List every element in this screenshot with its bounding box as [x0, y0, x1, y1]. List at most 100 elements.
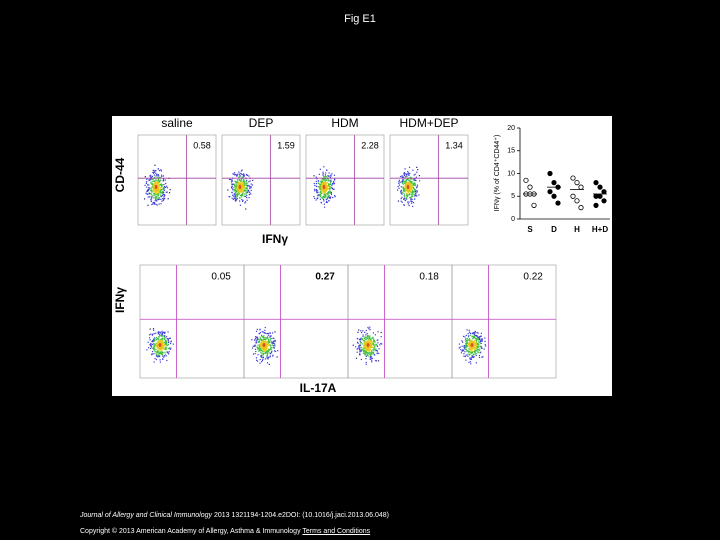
event-dot	[262, 351, 264, 353]
event-dot	[267, 352, 269, 354]
event-dot	[471, 335, 473, 337]
event-dot	[161, 339, 163, 341]
event-dot	[326, 179, 328, 181]
event-dot	[273, 340, 275, 342]
event-dot	[157, 195, 159, 197]
event-dot	[165, 342, 167, 345]
event-dot	[411, 189, 413, 191]
event-dot	[153, 361, 155, 363]
event-dot	[325, 190, 327, 192]
event-dot	[246, 183, 248, 185]
event-dot	[146, 181, 148, 183]
event-dot	[412, 183, 415, 185]
event-dot	[243, 173, 245, 175]
event-dot	[468, 331, 471, 333]
event-dot	[372, 341, 374, 343]
event-dot	[475, 341, 478, 343]
event-dot	[326, 201, 328, 203]
event-dot	[362, 352, 365, 354]
event-dot	[158, 191, 160, 193]
event-dot	[158, 336, 160, 338]
event-dot	[327, 183, 330, 185]
event-dot	[372, 343, 374, 345]
event-dot	[160, 334, 162, 336]
event-dot	[256, 360, 259, 362]
event-dot	[405, 197, 407, 199]
event-dot	[270, 335, 272, 338]
event-dot	[157, 338, 159, 340]
event-dot	[330, 179, 332, 181]
event-dot	[259, 348, 262, 350]
event-dot	[262, 355, 264, 357]
event-dot	[243, 185, 245, 187]
terms-link[interactable]: Terms and Conditions	[302, 528, 371, 535]
event-dot	[234, 198, 236, 200]
event-dot	[408, 201, 410, 203]
event-dot	[153, 338, 155, 340]
event-dot	[154, 344, 156, 347]
event-dot	[471, 355, 473, 358]
event-dot	[474, 352, 476, 354]
event-dot	[481, 340, 483, 342]
event-dot	[230, 179, 232, 181]
event-dot	[155, 339, 157, 341]
event-dot	[237, 192, 239, 194]
event-dot	[170, 340, 172, 342]
event-dot	[160, 353, 163, 355]
event-dot	[159, 339, 161, 341]
event-dot	[413, 190, 415, 192]
event-dot	[325, 175, 327, 177]
event-dot	[151, 343, 153, 346]
event-dot	[169, 348, 171, 350]
event-dot	[267, 343, 269, 345]
event-dot	[331, 182, 334, 185]
event-dot	[411, 200, 413, 203]
event-dot	[270, 348, 272, 350]
event-dot	[313, 195, 315, 198]
event-dot	[148, 184, 150, 186]
event-dot	[367, 352, 369, 355]
event-dot	[234, 195, 237, 197]
event-dot	[362, 340, 365, 342]
event-dot	[157, 193, 159, 195]
event-dot	[474, 340, 476, 342]
event-dot	[267, 338, 270, 341]
event-dot	[367, 326, 369, 329]
gate-value: 2.28	[361, 140, 379, 150]
event-dot	[328, 175, 330, 177]
event-dot	[377, 339, 379, 341]
event-dot	[167, 353, 170, 355]
event-dot	[321, 178, 324, 180]
event-dot	[149, 187, 151, 189]
event-dot	[368, 337, 371, 339]
event-dot	[323, 179, 325, 181]
event-dot	[409, 179, 411, 181]
event-dot	[318, 173, 320, 175]
event-dot	[160, 349, 163, 351]
event-dot	[468, 335, 470, 337]
event-dot	[462, 349, 464, 351]
event-dot	[155, 338, 157, 340]
event-dot	[273, 341, 275, 343]
event-dot	[317, 180, 319, 182]
event-dot	[469, 361, 472, 363]
event-dot	[481, 347, 483, 349]
event-dot	[328, 172, 330, 174]
event-dot	[404, 182, 406, 185]
event-dot	[155, 192, 158, 194]
data-point	[597, 193, 603, 199]
event-dot	[411, 183, 413, 185]
event-dot	[355, 357, 358, 359]
event-dot	[263, 350, 265, 352]
event-dot	[322, 196, 324, 198]
event-dot	[150, 198, 153, 200]
event-dot	[269, 355, 271, 357]
event-dot	[243, 182, 245, 184]
event-dot	[251, 184, 254, 186]
event-dot	[151, 184, 154, 186]
event-dot	[236, 174, 238, 176]
event-dot	[403, 198, 405, 200]
event-dot	[407, 192, 409, 195]
event-dot	[150, 187, 153, 189]
